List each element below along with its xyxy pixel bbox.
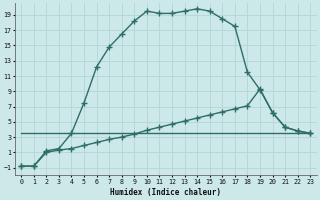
X-axis label: Humidex (Indice chaleur): Humidex (Indice chaleur) (110, 188, 221, 197)
